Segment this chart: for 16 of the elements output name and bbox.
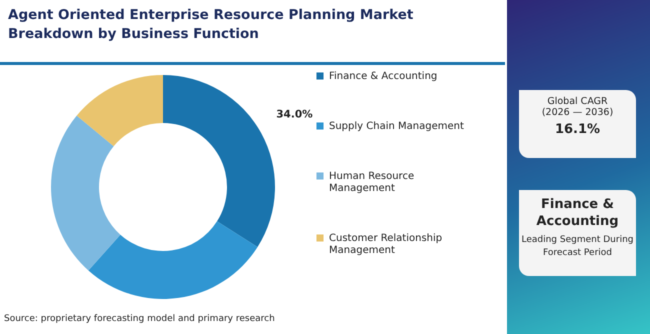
legend-label: Supply Chain Management (329, 121, 464, 132)
donut-slice (51, 116, 120, 271)
data-label: 34.0% (276, 108, 314, 121)
text: (2026 — 2036) (540, 107, 614, 118)
donut-slice (88, 221, 258, 299)
source-note: Source: proprietary forecasting model and primary research (4, 314, 275, 324)
chart-title: Agent Oriented Enterprise Resource Planning Market Breakdown by Business Function (8, 6, 414, 44)
text: Finance & Accounting (535, 196, 620, 230)
text: Leading Segment During Forecast Period (520, 234, 634, 260)
text: Global CAGR (546, 96, 609, 107)
legend-label: Customer Relationship Management (329, 233, 442, 256)
legend-label: Human Resource Management (329, 171, 414, 194)
text: 16.1% (554, 122, 602, 137)
donut-slice (163, 75, 275, 248)
legend-label: Finance & Accounting (329, 71, 438, 82)
donut-slice (76, 75, 163, 146)
